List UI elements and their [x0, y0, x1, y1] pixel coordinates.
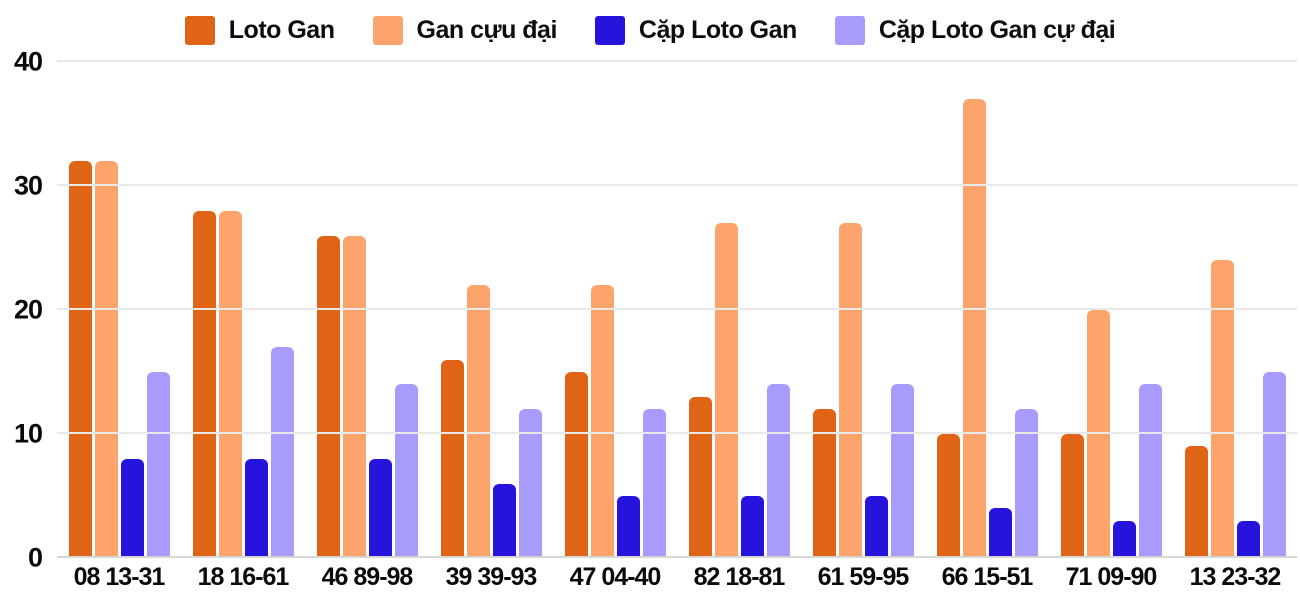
- y-tick-label: 20: [13, 294, 43, 325]
- x-tick-label: 47 04-40: [569, 563, 662, 591]
- bar-series-2: [864, 496, 888, 558]
- bar-series-2: [492, 483, 516, 558]
- bar-series-2: [740, 496, 764, 558]
- bar-series-0: [812, 409, 836, 558]
- bar-series-2: [1112, 520, 1136, 558]
- legend-item-3[interactable]: Cặp Loto Gan cự đại: [834, 15, 1116, 45]
- bar-group: [553, 62, 677, 558]
- x-tick-label: 82 18-81: [693, 563, 786, 591]
- bar-series-3: [1014, 409, 1038, 558]
- legend-swatch-icon: [372, 15, 403, 45]
- plot-area: [57, 60, 1297, 558]
- x-tick-label: 18 16-61: [197, 563, 290, 591]
- y-axis: 0 10 20 30 40: [0, 48, 44, 571]
- bar-series-0: [1184, 446, 1208, 558]
- bar-series-2: [616, 496, 640, 558]
- bar-series-3: [1138, 384, 1162, 558]
- bar-series-0: [440, 359, 464, 558]
- bar-group: [925, 62, 1049, 558]
- bar-series-0: [68, 161, 92, 558]
- bar-series-1: [94, 161, 118, 558]
- bar-series-3: [890, 384, 914, 558]
- gridline-10: [57, 432, 1297, 434]
- bar-group: [1173, 62, 1297, 558]
- bar-series-1: [962, 99, 986, 558]
- bar-series-1: [342, 235, 366, 558]
- legend-label: Gan cựu đại: [416, 15, 558, 44]
- bar-series-0: [688, 396, 712, 558]
- x-tick-label: 08 13-31: [73, 563, 166, 591]
- bar-series-2: [244, 458, 268, 558]
- legend-label: Cặp Loto Gan: [638, 15, 797, 44]
- bar-group: [57, 62, 181, 558]
- legend-item-0[interactable]: Loto Gan: [184, 15, 335, 45]
- bar-series-0: [936, 434, 960, 558]
- gridline-30: [57, 184, 1297, 186]
- bar-series-2: [120, 458, 144, 558]
- gridline-0: [57, 556, 1297, 558]
- bar-series-3: [642, 409, 666, 558]
- bar-series-0: [564, 372, 588, 558]
- bar-series-2: [1236, 520, 1260, 558]
- legend: Loto Gan Gan cựu đại Cặp Loto Gan Cặp Loto …: [0, 10, 1300, 50]
- bar-series-3: [394, 384, 418, 558]
- bar-series-1: [466, 285, 490, 558]
- bar-series-1: [590, 285, 614, 558]
- x-tick-label: 13 23-32: [1189, 563, 1282, 591]
- x-axis: 08 13-31 18 16-61 46 89-98 39 39-93 47 04-40…: [57, 562, 1297, 596]
- bar-series-0: [1060, 434, 1084, 558]
- bar-series-3: [518, 409, 542, 558]
- y-tick-label: 30: [13, 170, 43, 201]
- legend-swatch-icon: [184, 15, 215, 45]
- bar-groups: [57, 62, 1297, 558]
- bar-series-3: [766, 384, 790, 558]
- bar-series-2: [368, 458, 392, 558]
- bar-group: [181, 62, 305, 558]
- legend-swatch-icon: [594, 15, 625, 45]
- bar-series-0: [192, 210, 216, 558]
- x-tick-label: 46 89-98: [321, 563, 414, 591]
- gridline-40: [57, 60, 1297, 62]
- legend-label: Loto Gan: [228, 15, 335, 44]
- legend-item-1[interactable]: Gan cựu đại: [372, 15, 558, 45]
- bar-group: [1049, 62, 1173, 558]
- y-tick-label: 0: [27, 542, 43, 573]
- bar-series-3: [270, 347, 294, 558]
- legend-swatch-icon: [834, 15, 865, 45]
- bar-series-1: [1086, 310, 1110, 558]
- bar-series-3: [1262, 372, 1286, 558]
- bar-group: [801, 62, 925, 558]
- legend-label: Cặp Loto Gan cự đại: [878, 15, 1116, 44]
- x-tick-label: 71 09-90: [1065, 563, 1158, 591]
- bar-series-1: [714, 223, 738, 558]
- gridline-20: [57, 308, 1297, 310]
- bar-series-2: [988, 508, 1012, 558]
- x-tick-label: 61 59-95: [817, 563, 910, 591]
- x-tick-label: 66 15-51: [941, 563, 1034, 591]
- bar-group: [305, 62, 429, 558]
- bar-series-0: [316, 235, 340, 558]
- y-tick-label: 10: [13, 418, 43, 449]
- bar-series-1: [838, 223, 862, 558]
- bar-series-1: [218, 210, 242, 558]
- bar-group: [429, 62, 553, 558]
- bar-series-1: [1210, 260, 1234, 558]
- legend-item-2[interactable]: Cặp Loto Gan: [594, 15, 797, 45]
- x-tick-label: 39 39-93: [445, 563, 538, 591]
- bar-group: [677, 62, 801, 558]
- y-tick-label: 40: [13, 46, 43, 77]
- bar-series-3: [146, 372, 170, 558]
